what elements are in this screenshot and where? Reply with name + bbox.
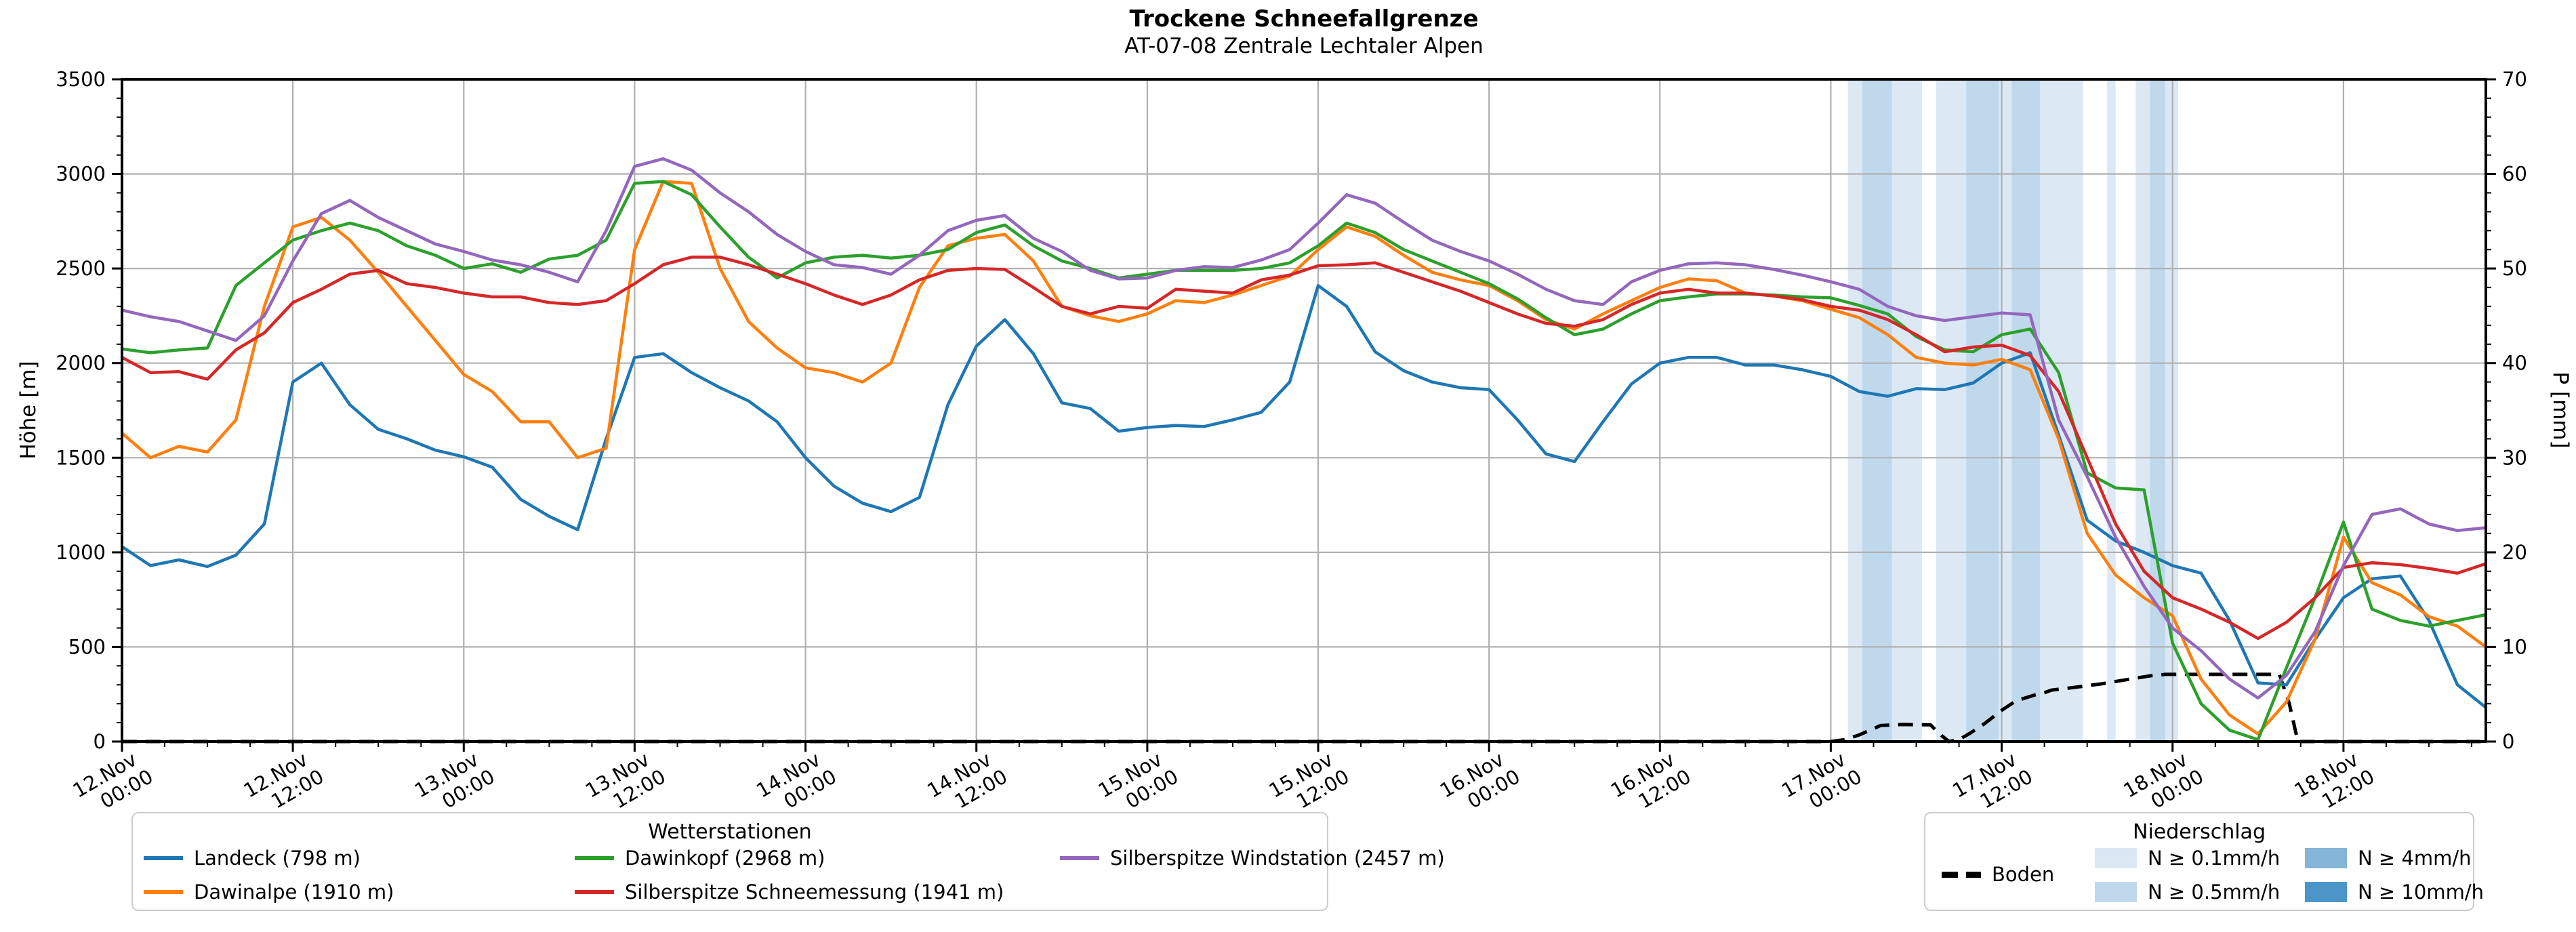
legend-item-label: Silberspitze Windstation (2457 m) bbox=[1110, 847, 1445, 870]
legend-item-label: Silberspitze Schneemessung (1941 m) bbox=[625, 880, 1004, 904]
legend-item-label: Dawinkopf (2968 m) bbox=[625, 847, 825, 870]
dawinalpe-line-swatch bbox=[144, 890, 183, 894]
legend-item-n01: N ≥ 0.1mm/h bbox=[2095, 845, 2280, 872]
ytick-left-label: 3000 bbox=[56, 163, 106, 186]
precip-band bbox=[1862, 79, 1892, 742]
precip-band bbox=[2135, 79, 2150, 742]
precip-band bbox=[1936, 79, 1966, 742]
silberspitze-windstation-line-swatch bbox=[1060, 856, 1099, 860]
series-line-2 bbox=[121, 180, 2487, 742]
chart-subtitle: AT-07-08 Zentrale Lechtaler Alpen bbox=[1124, 34, 1484, 58]
silberspitze-schneemessung-line-swatch bbox=[575, 890, 614, 894]
ytick-right-label: 10 bbox=[2502, 635, 2527, 658]
ytick-left-label: 2500 bbox=[56, 257, 106, 280]
precip-band bbox=[1999, 79, 2012, 742]
precip-band bbox=[1892, 79, 1922, 742]
ytick-left-label: 1500 bbox=[56, 446, 106, 469]
legend-niederschlag: Niederschlag Boden N ≥ 0.1mm/h N ≥ 0.5mm… bbox=[1924, 812, 2484, 911]
legend-niederschlag-title: Niederschlag bbox=[2133, 820, 2266, 844]
ytick-left-label: 500 bbox=[68, 635, 106, 658]
chart-title: Trockene Schneefallgrenze bbox=[1129, 5, 1479, 33]
ytick-left-label: 0 bbox=[94, 730, 106, 753]
precip-01-patch bbox=[2095, 848, 2137, 868]
series-line-3 bbox=[121, 256, 2487, 641]
precip-10-patch bbox=[2305, 882, 2347, 902]
legend-item-dawinalpe: Dawinalpe (1910 m) bbox=[144, 878, 394, 906]
ytick-left-label: 2000 bbox=[56, 352, 106, 375]
precip-05-patch bbox=[2095, 882, 2137, 902]
ytick-right-label: 20 bbox=[2502, 541, 2527, 564]
legend-item-label: N ≥ 10mm/h bbox=[2358, 880, 2484, 904]
ytick-right-label: 50 bbox=[2502, 257, 2527, 280]
legend-item-label: N ≥ 0.5mm/h bbox=[2148, 880, 2281, 904]
legend-item-label: Landeck (798 m) bbox=[194, 847, 361, 870]
legend-item-label: Boden bbox=[1992, 863, 2055, 886]
legend-item-label: N ≥ 0.1mm/h bbox=[2148, 847, 2281, 870]
ylabel-left: Höhe [m] bbox=[16, 361, 41, 459]
series-line-0 bbox=[121, 284, 2487, 709]
ytick-right-label: 0 bbox=[2502, 730, 2514, 753]
legend-item-silberspitze-windstation: Silberspitze Windstation (2457 m) bbox=[1060, 845, 1445, 872]
legend-item-silberspitze-schneemessung: Silberspitze Schneemessung (1941 m) bbox=[575, 878, 1004, 906]
boden-dash-swatch bbox=[1942, 871, 1981, 878]
dawinkopf-line-swatch bbox=[575, 856, 614, 860]
precip-band bbox=[1847, 79, 1862, 742]
series-line-4 bbox=[121, 157, 2487, 700]
ytick-left-label: 3500 bbox=[56, 68, 106, 91]
landeck-line-swatch bbox=[144, 856, 183, 860]
plot-border bbox=[121, 78, 2487, 743]
legend-item-label: Dawinalpe (1910 m) bbox=[194, 880, 394, 904]
legend-item-n10: N ≥ 10mm/h bbox=[2305, 878, 2484, 906]
ytick-right-label: 40 bbox=[2502, 352, 2527, 375]
precip-4-patch bbox=[2305, 848, 2347, 868]
legend-item-n4: N ≥ 4mm/h bbox=[2305, 845, 2472, 872]
precip-band bbox=[2150, 79, 2166, 742]
series-line-1 bbox=[121, 180, 2487, 736]
ylabel-right: P [mm] bbox=[2548, 371, 2573, 448]
precip-band bbox=[1966, 79, 1999, 742]
precip-band bbox=[2107, 79, 2116, 742]
ytick-right-label: 70 bbox=[2502, 68, 2527, 91]
ytick-left-label: 1000 bbox=[56, 541, 106, 564]
legend-item-label: N ≥ 4mm/h bbox=[2358, 847, 2472, 870]
precip-band bbox=[2011, 79, 2041, 742]
legend-item-dawinkopf: Dawinkopf (2968 m) bbox=[575, 845, 825, 872]
legend-wetterstationen: Wetterstationen Landeck (798 m) Dawinalp… bbox=[131, 812, 1445, 911]
legend-item-boden: Boden bbox=[1942, 861, 2054, 888]
ytick-right-label: 60 bbox=[2502, 163, 2527, 186]
legend-item-n05: N ≥ 0.5mm/h bbox=[2095, 878, 2280, 906]
ytick-right-label: 30 bbox=[2502, 446, 2527, 469]
series-boden bbox=[122, 672, 2486, 744]
legend-item-landeck: Landeck (798 m) bbox=[144, 845, 361, 872]
legend-wetterstationen-title: Wetterstationen bbox=[648, 820, 812, 844]
